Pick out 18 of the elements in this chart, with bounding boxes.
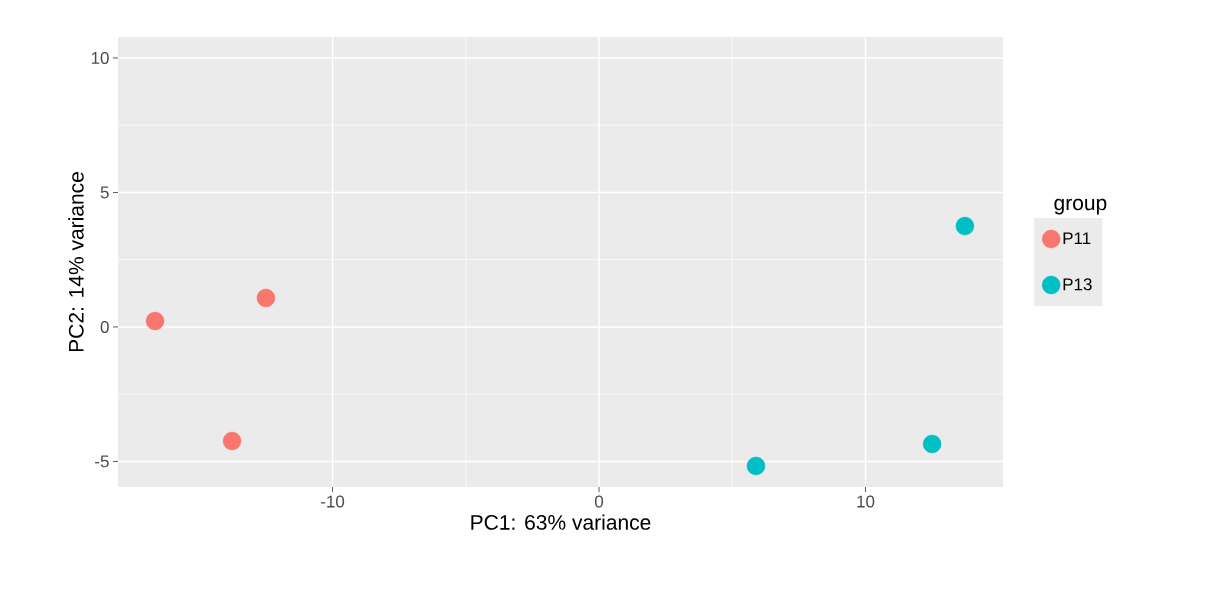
point xyxy=(922,434,942,454)
y-tick-label: 10 xyxy=(91,51,109,64)
point xyxy=(955,216,975,236)
legend-label: P11 xyxy=(1063,232,1091,245)
x-tick-label: -10 xyxy=(321,495,345,508)
point xyxy=(222,431,242,451)
y-tick-label: 5 xyxy=(100,186,109,199)
y-tick-label: 0 xyxy=(100,320,109,333)
x-axis-title: PC1: 63% variance xyxy=(471,514,651,530)
x-tick-label: 0 xyxy=(594,495,604,508)
point xyxy=(746,456,766,476)
y-axis-title: PC2: 14% variance xyxy=(68,172,84,352)
legend-title: group xyxy=(1054,198,1107,215)
point xyxy=(256,288,276,308)
legend-label: P13 xyxy=(1063,278,1092,291)
y-tick-label: -5 xyxy=(95,455,109,468)
x-tick-label: 10 xyxy=(857,495,875,508)
point xyxy=(145,311,165,331)
